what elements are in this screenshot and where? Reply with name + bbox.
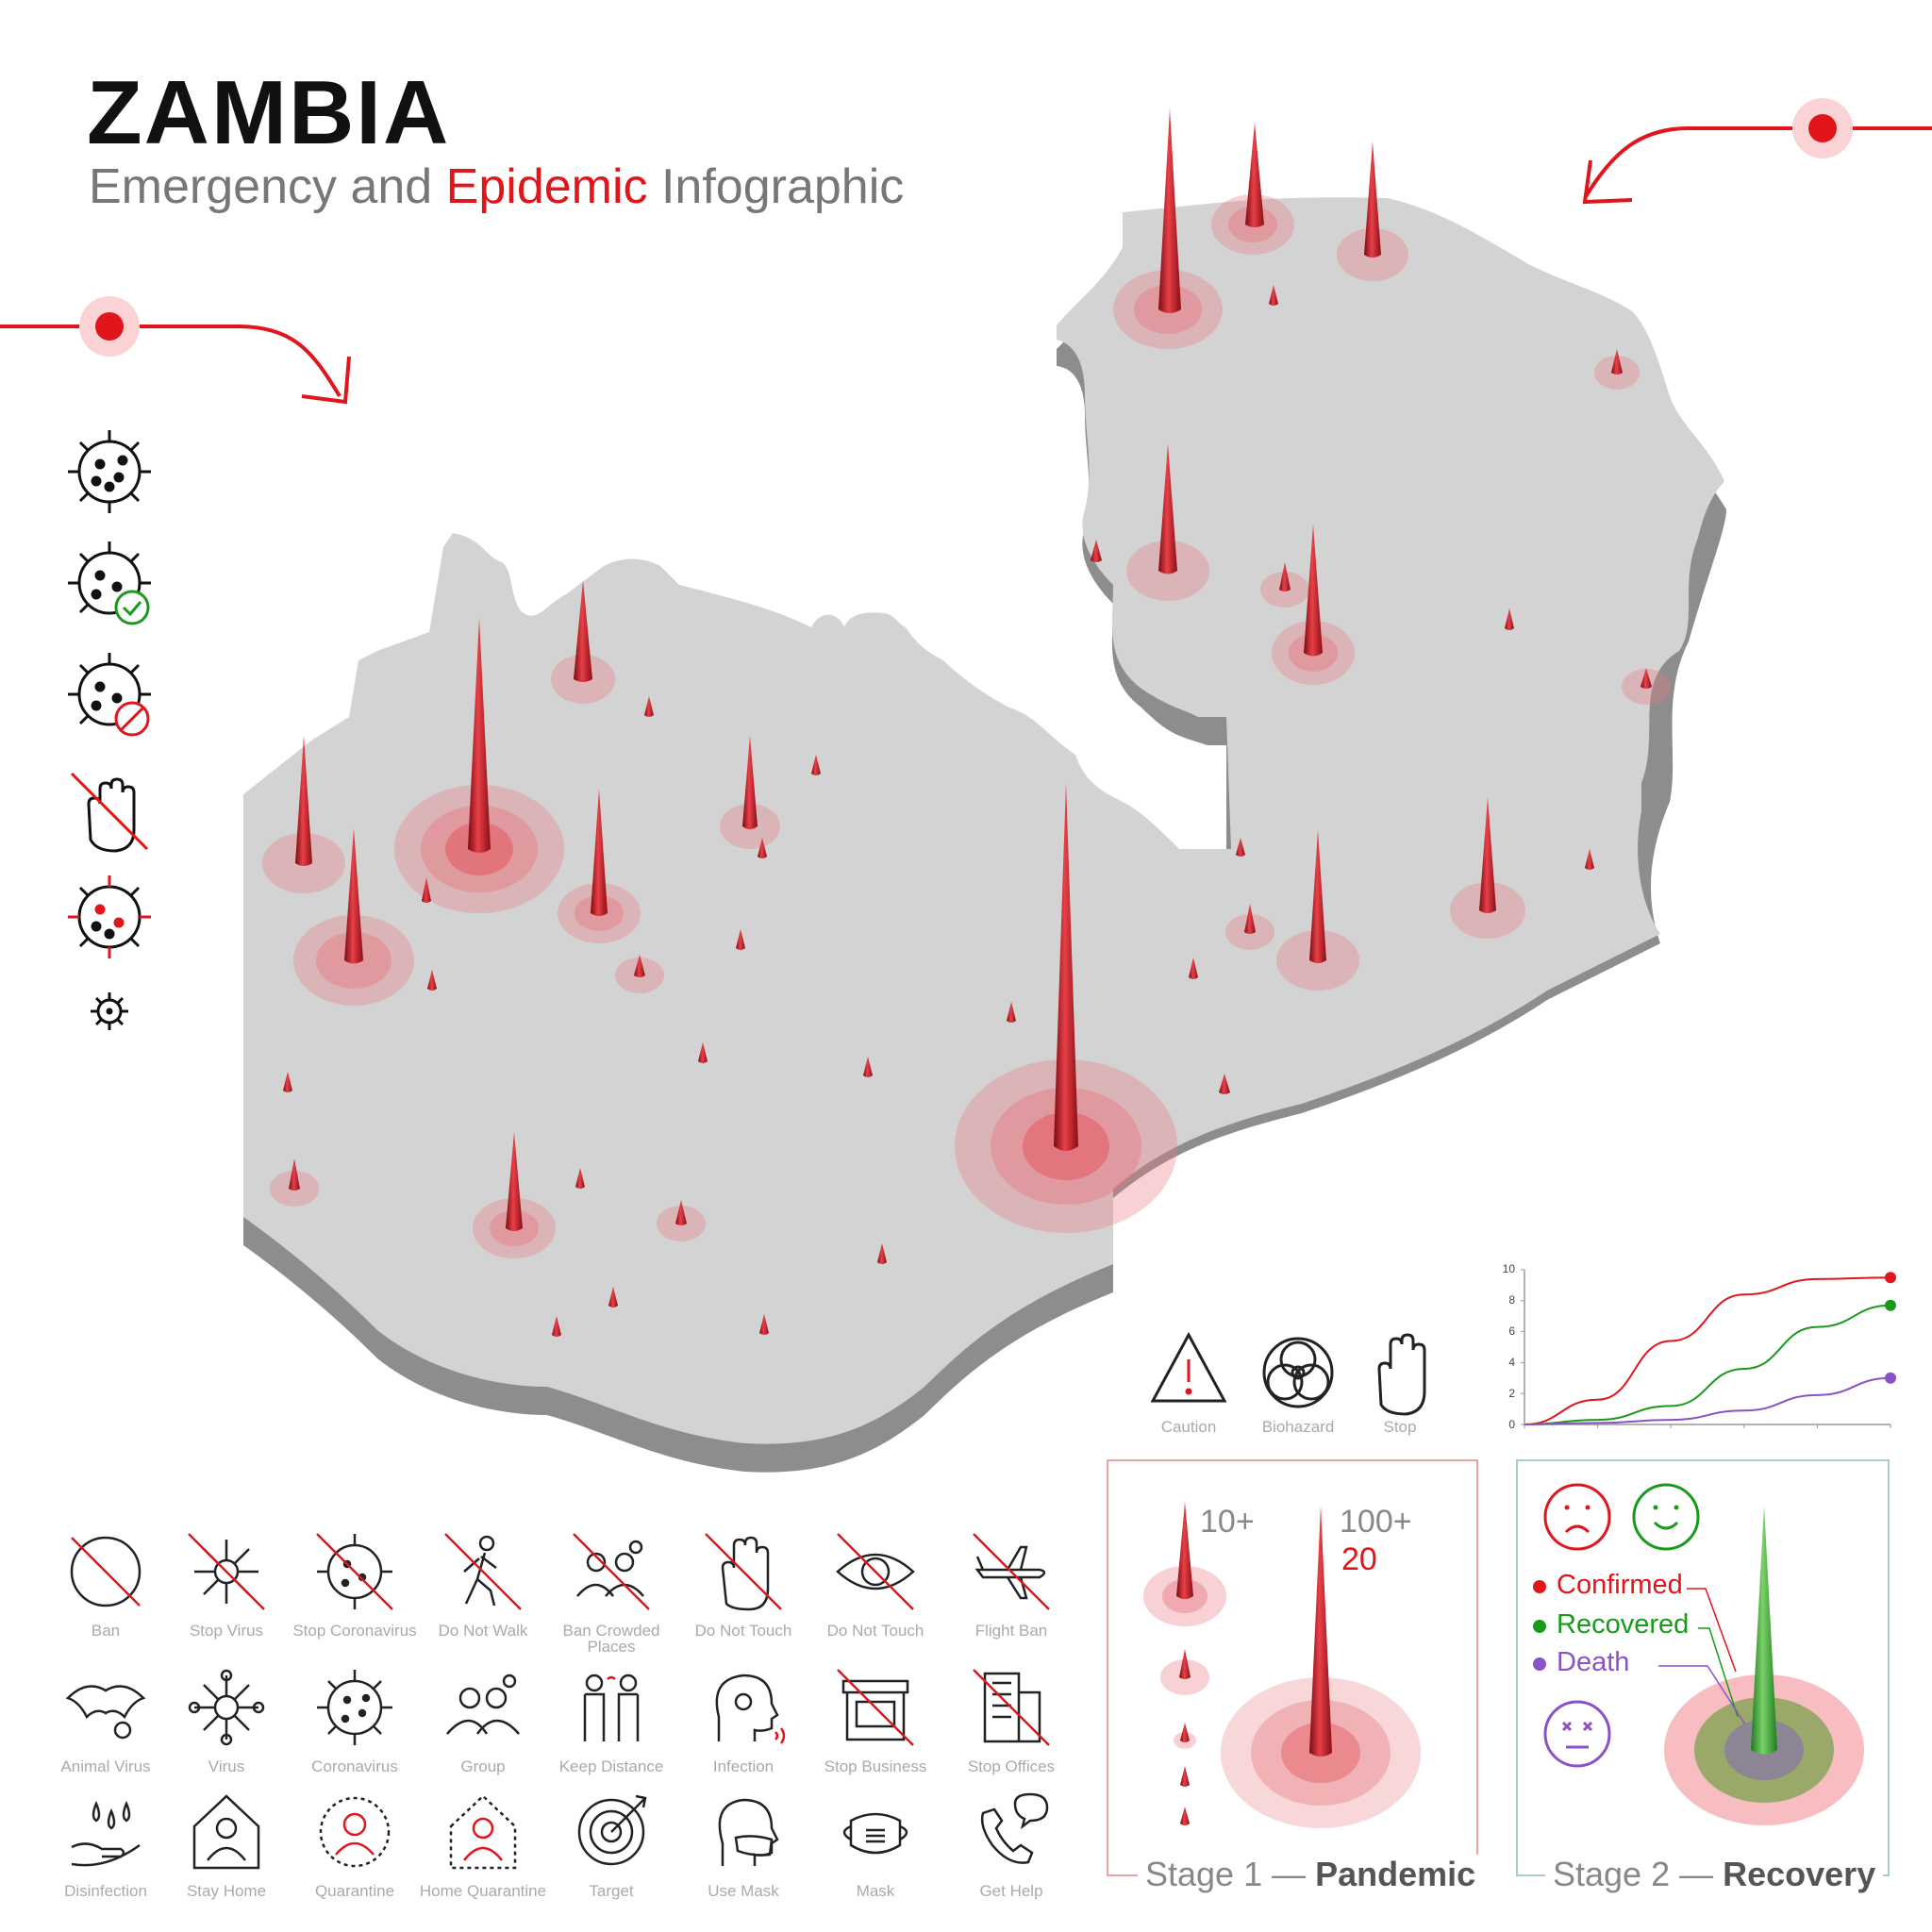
zambia-map — [243, 197, 1724, 1444]
y-tick-label: 4 — [1508, 1356, 1515, 1369]
icon-label: Stop Coronavirus — [292, 1622, 417, 1640]
biohazard-label: Biohazard — [1261, 1418, 1335, 1436]
icon-label: Use Mask — [708, 1882, 779, 1900]
y-tick-label: 6 — [1508, 1324, 1515, 1338]
legend-death: Death — [1557, 1647, 1630, 1677]
animal-virus-icon — [65, 1685, 146, 1740]
stage1-label-100plus: 100+ — [1340, 1504, 1412, 1540]
series-line-death — [1524, 1376, 1891, 1425]
icon-label: Get Help — [979, 1882, 1043, 1900]
stage1-label-10plus: 10+ — [1200, 1504, 1255, 1540]
icon-label: Keep Distance — [558, 1757, 664, 1775]
stop-label: Stop — [1383, 1418, 1417, 1436]
stop-coronavirus-icon — [316, 1533, 393, 1610]
caution-label: Caution — [1160, 1418, 1217, 1436]
epidemic-line-chart — [1521, 1269, 1896, 1428]
icon-label: Ban — [91, 1622, 121, 1640]
stage2-caption: Stage 2 — Recovery — [1545, 1855, 1884, 1894]
get-help-icon — [980, 1792, 1049, 1864]
y-tick-label: 8 — [1508, 1293, 1515, 1307]
subtitle-post: Infographic — [647, 159, 905, 214]
icon-label: Stop Virus — [189, 1622, 264, 1640]
icon-label: Flight Ban — [974, 1622, 1048, 1640]
arrow-left-icon — [0, 296, 351, 405]
y-tick-label: 0 — [1508, 1418, 1515, 1431]
virus-icon — [188, 1669, 265, 1746]
stop-virus-icon — [188, 1533, 265, 1610]
icon-label: Animal Virus — [60, 1757, 151, 1775]
series-line-recovered — [1524, 1304, 1891, 1425]
ban-icon — [70, 1536, 142, 1607]
icon-label: Virus — [208, 1757, 245, 1775]
icon-label: Target — [589, 1882, 634, 1900]
small-virus-icon — [91, 992, 128, 1030]
subtitle-accent: Epidemic — [445, 159, 648, 214]
stop-hand-icon — [70, 772, 149, 853]
icon-label: Infection — [712, 1757, 774, 1775]
stop-hand-icon — [1377, 1333, 1426, 1416]
series-point-death — [1885, 1372, 1896, 1384]
icon-label: Home Quarantine — [419, 1882, 547, 1900]
subtitle-pre: Emergency and — [89, 159, 446, 214]
virus-ban-icon — [68, 653, 151, 737]
biohazard-icon — [1262, 1337, 1334, 1408]
icon-label: Do Not Touch — [826, 1622, 924, 1640]
legend-recovered: Recovered — [1557, 1609, 1690, 1640]
virus-red-icon — [68, 875, 151, 958]
disinfection-icon — [71, 1800, 141, 1867]
icon-label: Group — [460, 1757, 506, 1775]
series-line-confirmed — [1524, 1276, 1891, 1425]
stage1-label-20: 20 — [1341, 1541, 1377, 1577]
icon-label: Do Not Walk — [438, 1622, 528, 1640]
icon-label: Stop Business — [824, 1757, 927, 1775]
group-icon — [446, 1674, 520, 1735]
icon-label: Do Not Touch — [694, 1622, 792, 1640]
page-subtitle: Emergency and Epidemic Infographic — [89, 162, 904, 211]
arrow-right-icon — [1582, 98, 1932, 205]
page-title: ZAMBIA — [87, 62, 451, 163]
target-icon — [577, 1794, 647, 1866]
stop-offices-icon — [973, 1669, 1050, 1746]
ban-crowded-places-icon — [573, 1533, 650, 1610]
do-not-touch-icon — [705, 1533, 782, 1611]
stay-home-icon — [192, 1794, 260, 1870]
icon-label: Stop Offices — [967, 1757, 1056, 1775]
keep-distance-icon — [583, 1674, 640, 1741]
stop-business-icon — [837, 1669, 914, 1746]
virus-icon — [68, 430, 151, 513]
quarantine-icon — [319, 1796, 391, 1868]
stage1-caption: Stage 1 — Pandemic — [1138, 1855, 1484, 1894]
stage2-caption-pre: Stage 2 — — [1553, 1855, 1724, 1893]
stage2-markers — [1533, 1483, 1864, 1825]
do-not-touch-eye-icon — [836, 1533, 915, 1610]
stage1-caption-pre: Stage 1 — — [1145, 1855, 1316, 1893]
use-mask-icon — [718, 1798, 779, 1866]
y-tick-label: 10 — [1502, 1262, 1515, 1275]
infection-icon — [715, 1674, 786, 1744]
do-not-walk-icon — [444, 1533, 522, 1610]
y-tick-label: 2 — [1508, 1387, 1515, 1400]
series-point-recovered — [1885, 1299, 1896, 1311]
icon-label: Mask — [856, 1882, 895, 1900]
legend-confirmed: Confirmed — [1557, 1570, 1683, 1600]
icon-label: Stay Home — [186, 1882, 267, 1900]
stage1-caption-bold: Pandemic — [1315, 1855, 1476, 1893]
outbreak-markers — [262, 108, 1671, 1337]
stage1-markers — [1143, 1502, 1421, 1828]
flight-ban-icon — [973, 1533, 1050, 1610]
stage2-caption-bold: Recovery — [1723, 1855, 1876, 1893]
icon-label: Ban Crowded Places — [562, 1622, 660, 1656]
icon-label: Disinfection — [64, 1882, 147, 1900]
coronavirus-icon — [317, 1670, 392, 1745]
caution-icon — [1150, 1331, 1227, 1403]
series-point-confirmed — [1885, 1272, 1896, 1284]
icon-label: Coronavirus — [311, 1757, 398, 1775]
icon-label: Quarantine — [314, 1882, 395, 1900]
mask-icon — [842, 1812, 908, 1855]
virus-check-icon — [68, 541, 151, 625]
home-quarantine-icon — [449, 1794, 517, 1870]
